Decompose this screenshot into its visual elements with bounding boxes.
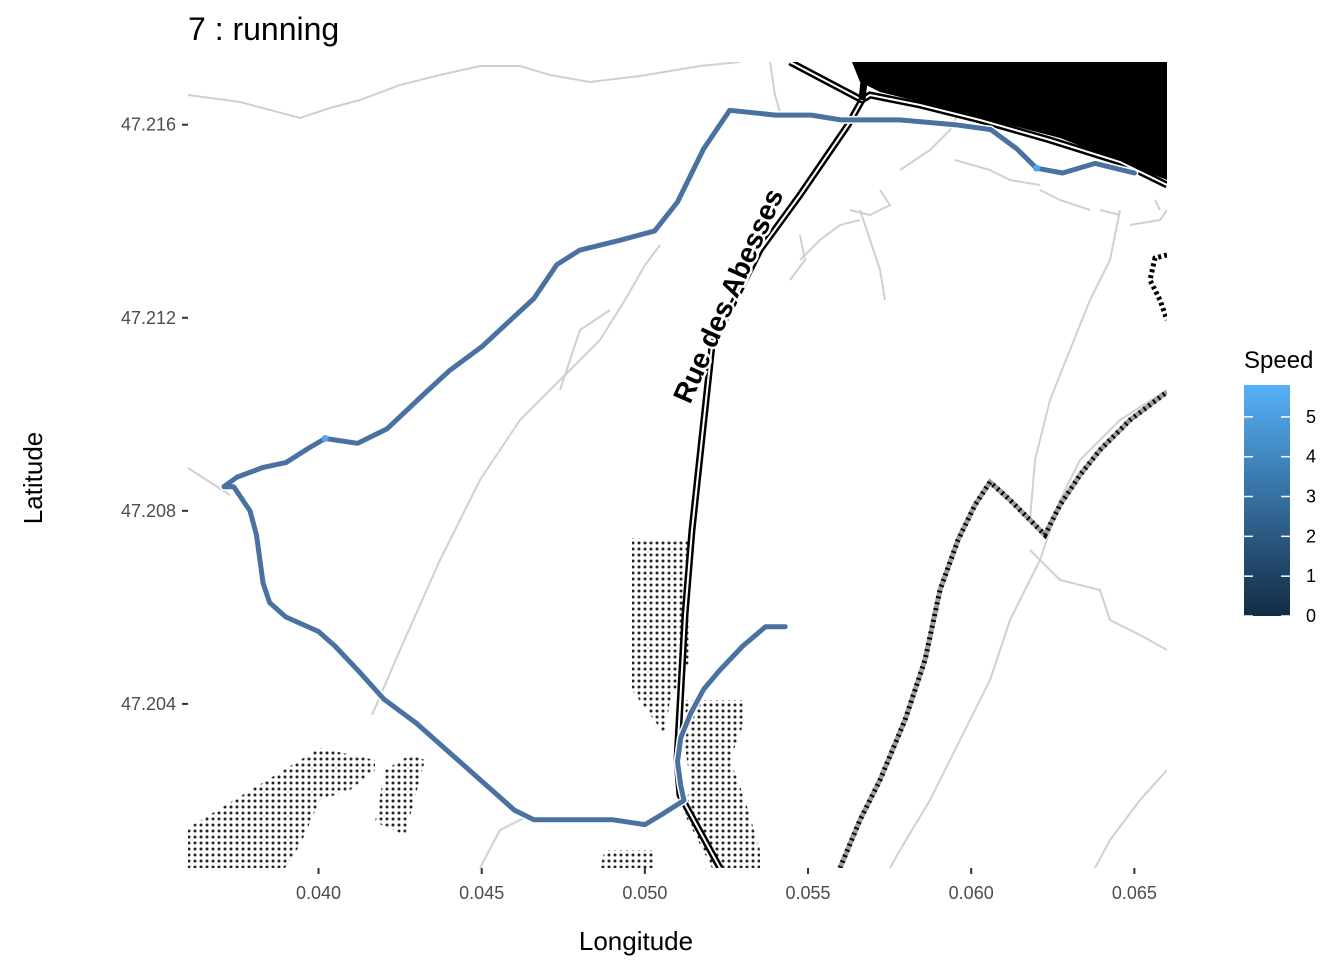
hatched-zone (375, 755, 425, 835)
minor-road (479, 814, 531, 868)
legend-tick-label: 5 (1306, 407, 1316, 427)
x-axis-title: Longitude (579, 926, 693, 956)
legend-tick-label: 0 (1306, 606, 1316, 626)
track-speed-point (1032, 164, 1040, 172)
y-tick-label: 47.212 (121, 308, 176, 328)
legend-title: Speed (1244, 347, 1313, 374)
legend-tick-label: 4 (1306, 447, 1316, 467)
y-tick-label: 47.208 (121, 501, 176, 521)
minor-road (1039, 189, 1091, 211)
main-road-casing (858, 62, 870, 101)
legend-tick-label: 2 (1306, 526, 1316, 546)
dashed-road (837, 390, 1167, 868)
minor-road (859, 209, 886, 301)
hatched-zone (188, 748, 375, 868)
minor-road (559, 309, 611, 391)
chart-title: 7 : running (188, 11, 339, 47)
hatched-zones (188, 538, 760, 868)
minor-road (1029, 209, 1121, 521)
y-tick-label: 47.216 (121, 115, 176, 135)
x-tick-label: 0.060 (949, 883, 994, 903)
minor-road (799, 219, 861, 261)
legend-colorbar (1244, 385, 1290, 616)
minor-road (899, 109, 961, 171)
minor-road (789, 234, 807, 281)
y-axis-title: Latitude (18, 432, 48, 525)
y-axis: 47.204 47.208 47.212 47.216 (121, 115, 188, 714)
x-tick-label: 0.055 (786, 883, 831, 903)
legend-tick-label: 3 (1306, 487, 1316, 507)
running-track (221, 107, 1137, 828)
hatched-zone (632, 538, 690, 735)
track-layer (219, 106, 1139, 829)
speed-legend: Speed 0 1 2 3 4 5 (1244, 347, 1316, 626)
minor-road (371, 244, 661, 716)
x-tick-label: 0.040 (296, 883, 341, 903)
legend-tick-label: 1 (1306, 566, 1316, 586)
minor-road (188, 62, 741, 120)
minor-roads (188, 62, 1167, 868)
legend-ticks: 0 1 2 3 4 5 (1244, 407, 1316, 626)
track-road (837, 252, 1167, 868)
minor-road (1029, 549, 1167, 651)
map-panel: Rue des Abesses (188, 62, 1167, 868)
minor-road (954, 159, 1041, 186)
minor-road (1099, 209, 1121, 216)
minor-road (1094, 769, 1167, 868)
minor-road (1129, 209, 1167, 226)
x-tick-label: 0.065 (1112, 883, 1157, 903)
dashed-road (1147, 252, 1167, 321)
x-tick-label: 0.050 (622, 883, 667, 903)
water-area (852, 62, 1167, 180)
track-speed-point (321, 434, 329, 442)
x-axis: 0.040 0.045 0.050 0.055 0.060 0.065 (296, 868, 1157, 903)
minor-road (889, 389, 1167, 868)
minor-road (1154, 199, 1161, 211)
hatched-zone (600, 850, 655, 868)
y-tick-label: 47.204 (121, 694, 176, 714)
x-tick-label: 0.045 (459, 883, 504, 903)
